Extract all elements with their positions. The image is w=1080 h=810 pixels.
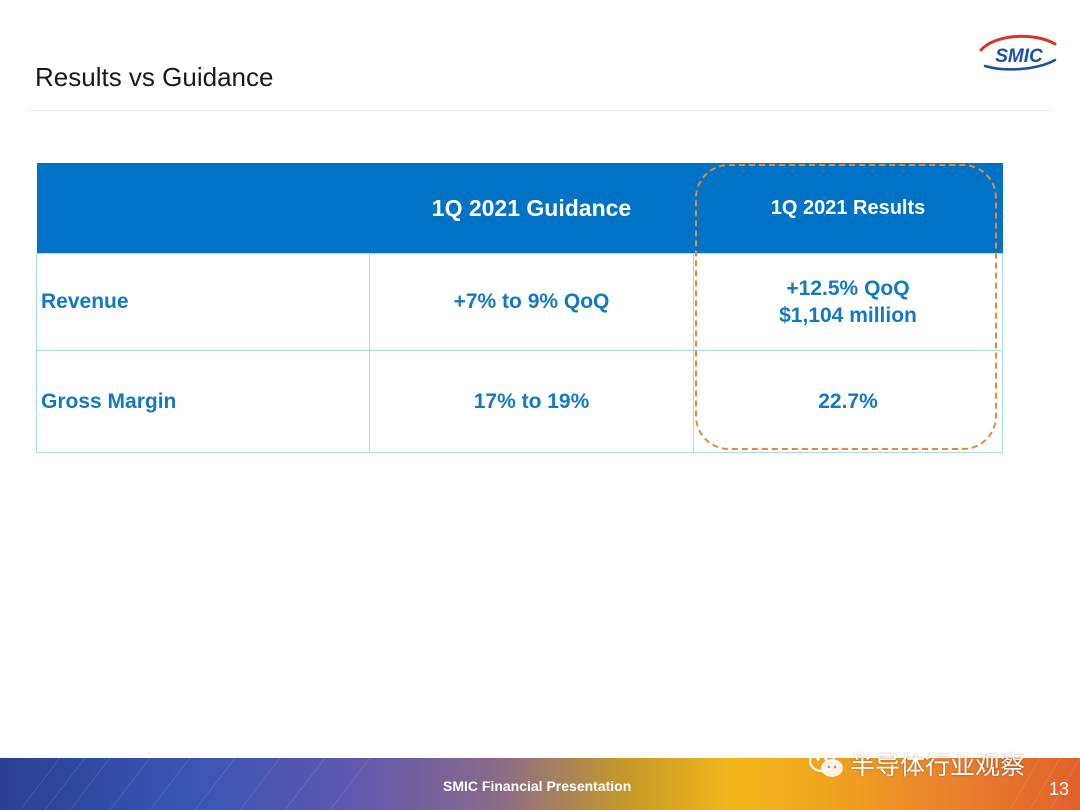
gross-margin-guidance: 17% to 19% <box>369 350 694 453</box>
table-row-revenue: Revenue +7% to 9% QoQ +12.5% QoQ $1,104 … <box>36 253 1003 351</box>
row-label-gross-margin: Gross Margin <box>36 350 370 453</box>
footer-pattern <box>19 758 1080 810</box>
smic-logo: SMIC <box>979 34 1057 71</box>
wechat-watermark: 半导体行业观察 <box>808 746 1025 782</box>
wechat-icon <box>809 750 843 777</box>
revenue-results-qoq: +12.5% QoQ <box>786 277 910 300</box>
revenue-results-amount: $1,104 million <box>779 304 917 327</box>
header-guidance: 1Q 2021 Guidance <box>369 163 694 254</box>
logo-wordmark: SMIC <box>995 46 1043 67</box>
table-header-row: 1Q 2021 Guidance 1Q 2021 Results <box>36 163 1003 254</box>
table-row-gross-margin: Gross Margin 17% to 19% 22.7% <box>36 350 1003 453</box>
watermark-text: 半导体行业观察 <box>850 751 1026 780</box>
slide-title: Results vs Guidance <box>35 62 274 92</box>
header-empty <box>36 163 370 254</box>
title-divider <box>28 110 1052 111</box>
header-results: 1Q 2021 Results <box>693 163 1003 254</box>
revenue-results: +12.5% QoQ $1,104 million <box>693 253 1003 351</box>
revenue-guidance: +7% to 9% QoQ <box>369 253 694 351</box>
results-vs-guidance-table: 1Q 2021 Guidance 1Q 2021 Results Revenue… <box>36 163 1003 453</box>
gross-margin-results: 22.7% <box>693 350 1003 453</box>
page-number: 13 <box>1049 779 1070 799</box>
footer-band <box>0 758 1080 810</box>
row-label-revenue: Revenue <box>36 253 370 351</box>
footer-title: SMIC Financial Presentation <box>443 778 632 794</box>
